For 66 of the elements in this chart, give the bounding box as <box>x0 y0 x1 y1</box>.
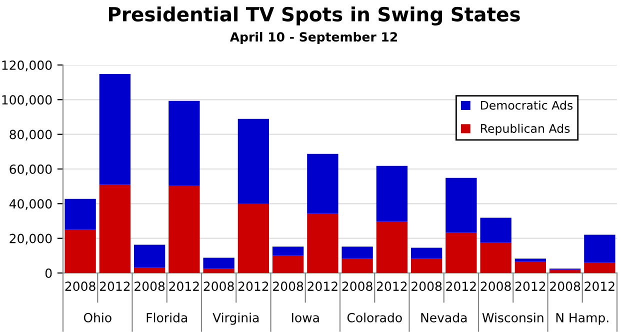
bar <box>99 184 131 273</box>
x-tick-label: 2012 <box>169 282 199 292</box>
y-tick-label: 60,000 <box>10 164 52 176</box>
bar <box>272 246 304 256</box>
legend-label: Republican Ads <box>480 124 570 136</box>
bar <box>168 186 200 273</box>
bar <box>307 154 338 214</box>
y-tick-label: 80,000 <box>10 130 52 141</box>
x-tick-label: 2008 <box>550 282 580 292</box>
x-tick-label: 2012 <box>376 282 407 292</box>
bar <box>584 262 616 273</box>
y-tick-label: 0 <box>45 268 52 278</box>
bar <box>203 258 234 269</box>
bar <box>514 258 546 262</box>
x-tick-label: 2012 <box>515 282 546 292</box>
bar <box>446 232 477 273</box>
x-tick-label: 2012 <box>308 282 338 292</box>
bar <box>342 246 373 259</box>
x-tick-label: 2008 <box>412 282 442 292</box>
x-tick-label: 2008 <box>342 282 372 292</box>
y-tick-label: 120,000 <box>2 60 52 72</box>
chart-title: Presidential TV Spots in Swing States <box>108 6 520 26</box>
text: Virginia <box>212 312 259 325</box>
x-tick-label: 2012 <box>238 282 268 292</box>
bar <box>446 178 477 233</box>
bar <box>410 248 442 259</box>
x-tick-label: 2008 <box>65 282 96 292</box>
bar <box>134 244 166 268</box>
y-tick-label: 100,000 <box>2 95 52 106</box>
x-tick-label: 2008 <box>204 282 234 292</box>
x-tick-label: 2008 <box>273 282 304 292</box>
bar <box>134 268 166 273</box>
bar <box>549 270 581 273</box>
legend-label: Democratic Ads <box>480 100 573 110</box>
bar <box>307 214 338 273</box>
text: N Hamp. <box>556 313 608 325</box>
bar <box>272 256 304 273</box>
bar <box>64 230 96 273</box>
y-tick-label: 40,000 <box>9 199 52 210</box>
text: Wisconsin <box>482 312 544 322</box>
bar <box>238 118 270 204</box>
bar <box>376 166 408 222</box>
text: Florida <box>146 312 187 322</box>
bar <box>99 74 131 185</box>
bar <box>480 242 512 273</box>
x-tick-label: 2008 <box>480 282 511 292</box>
bar <box>342 258 373 273</box>
bar <box>514 262 546 273</box>
x-tick-label: 2012 <box>100 282 130 292</box>
chart-subtitle: April 10 - September 12 <box>230 32 398 44</box>
bar <box>203 268 234 273</box>
bar <box>584 234 616 263</box>
bar <box>238 204 270 273</box>
text: Colorado <box>347 312 402 322</box>
text: Ohio <box>84 312 112 322</box>
bar <box>64 198 96 230</box>
bar <box>168 100 200 186</box>
bar <box>480 218 512 243</box>
x-tick-label: 2012 <box>446 282 476 292</box>
x-tick-label: 2008 <box>134 282 165 292</box>
bar <box>410 258 442 273</box>
text: Nevada <box>421 312 467 322</box>
text: Iowa <box>292 313 319 322</box>
x-tick-label: 2012 <box>584 282 614 292</box>
y-tick-label: 20,000 <box>10 234 52 245</box>
bar <box>376 222 408 273</box>
